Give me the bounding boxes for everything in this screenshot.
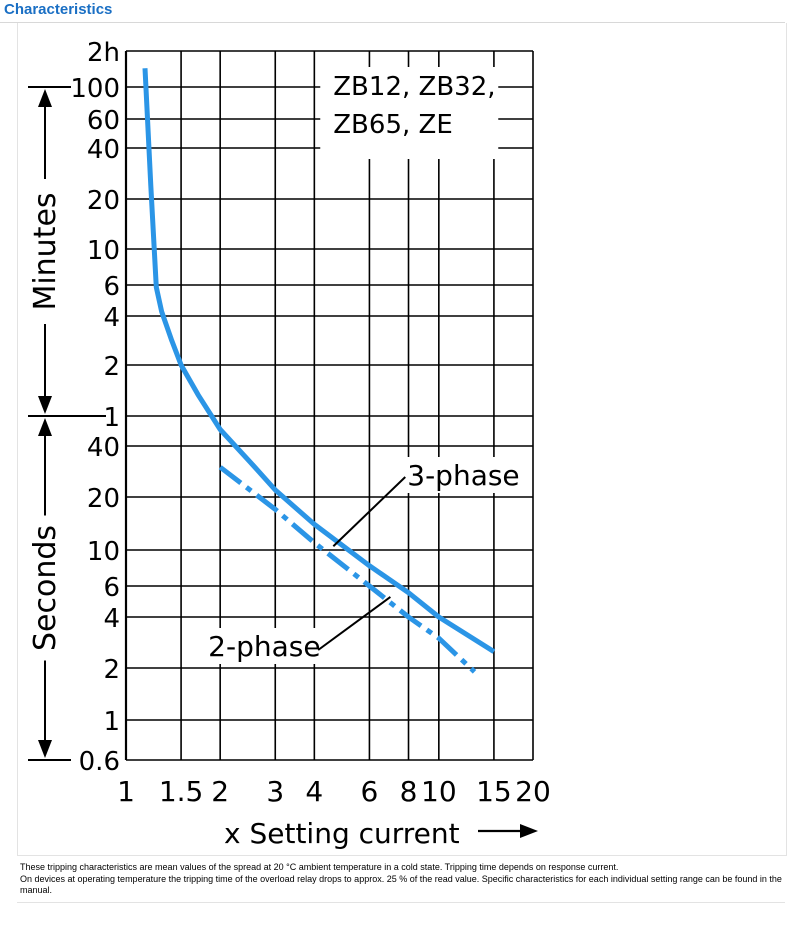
x-tick-labels: 1 1.5 2 3 4 6 8 10 15 20 (117, 775, 551, 808)
series-label-3-phase: 3-phase (407, 459, 519, 492)
section-header: Characteristics (0, 0, 785, 23)
section-arrow-head (38, 396, 52, 414)
y-tick-label: 40 (87, 135, 120, 165)
x-tick-label: 20 (515, 775, 551, 808)
section-arrow-head (38, 418, 52, 436)
y-tick-label: 2 (103, 655, 120, 685)
series-line-3-phase (142, 68, 496, 654)
x-axis-arrow-head (520, 824, 538, 838)
page-title: Characteristics (4, 1, 113, 18)
y-tick-label: 20 (87, 484, 120, 514)
footer-divider (17, 902, 785, 903)
y-section-annotations: Minutes Seconds (28, 86, 106, 761)
label-leader-2-phase (317, 596, 391, 651)
section-arrow-head (38, 740, 52, 758)
y-tick-label: 4 (103, 604, 120, 634)
label-backdrop (403, 457, 524, 493)
y-tick-label: 0.6 (79, 747, 120, 777)
y-tick-label: 10 (87, 236, 120, 266)
x-tick-label: 3 (266, 775, 284, 808)
x-tick-label: 15 (476, 775, 512, 808)
x-tick-label: 2 (211, 775, 229, 808)
series-line-2-phase (218, 465, 477, 674)
label-leader-3-phase (332, 476, 406, 547)
y-section-label: Minutes (28, 192, 63, 310)
series-label-2-phase: 2-phase (208, 630, 320, 663)
y-section-label: Seconds (28, 525, 63, 651)
title-box (320, 67, 499, 159)
series-group (142, 68, 496, 674)
x-tick-label: 1 (117, 775, 135, 808)
x-tick-label: 1.5 (159, 775, 204, 808)
chart-title-line: ZB12, ZB32, (333, 72, 495, 102)
tripping-characteristics-chart: ZB12, ZB32,ZB65, ZE0.6124610204012461020… (28, 38, 551, 850)
x-tick-label: 8 (400, 775, 418, 808)
y-tick-label: 6 (103, 573, 120, 603)
y-tick-label: 1 (103, 707, 120, 737)
x-tick-label: 4 (305, 775, 323, 808)
x-axis-label: x Setting current (224, 817, 460, 850)
x-tick-label: 6 (361, 775, 379, 808)
y-tick-label: 20 (87, 186, 120, 216)
y-tick-label: 40 (87, 433, 120, 463)
y-tick-label: 6 (103, 272, 120, 302)
x-tick-label: 10 (421, 775, 457, 808)
chart-title-line: ZB65, ZE (333, 110, 453, 140)
y-tick-label: 10 (87, 537, 120, 567)
footnote-spread: These tripping characteristics are mean … (20, 862, 619, 872)
y-tick-label: 2h (87, 38, 120, 68)
y-tick-label: 2 (103, 352, 120, 382)
y-tick-label: 60 (87, 106, 120, 136)
chart-panel: ZB12, ZB32, ZB65, ZE 0.6 1 2 4 6 10 20 40 1 2 4 6 10 20… (17, 23, 787, 856)
label-backdrop (204, 628, 323, 664)
footnote-operating-temperature: On devices at operating temperature the … (20, 874, 782, 895)
section-arrow-head (38, 89, 52, 107)
y-tick-label: 100 (70, 74, 120, 104)
y-tick-label: 4 (103, 303, 120, 333)
y-tick-label: 1 (103, 403, 120, 433)
